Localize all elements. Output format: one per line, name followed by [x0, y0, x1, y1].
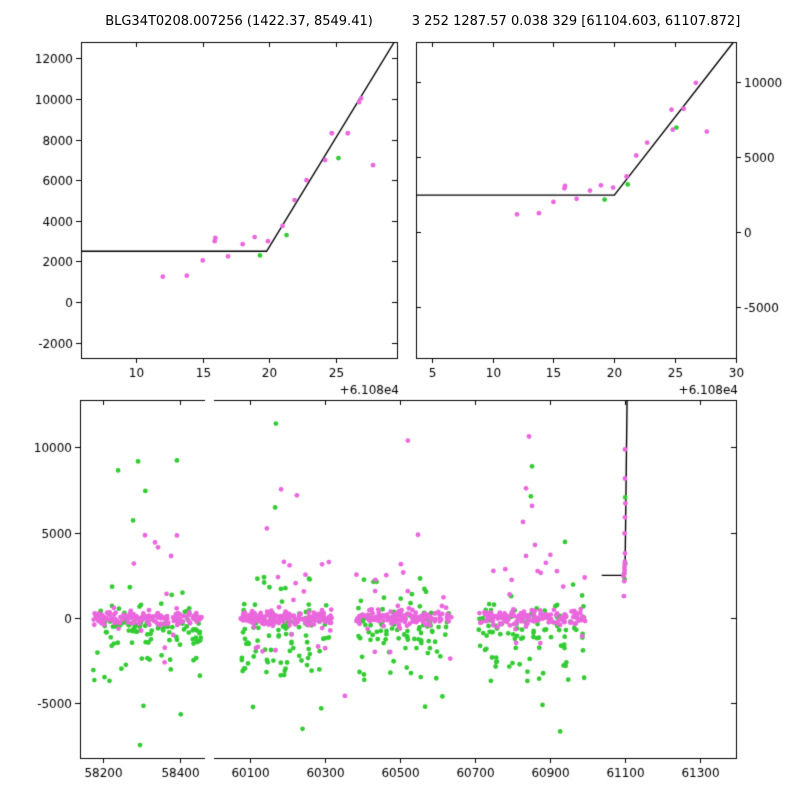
right-panel-title: 3 252 1287.57 0.038 329 [61104.603, 6110…	[411, 14, 741, 29]
left-panel-title: BLG34T0208.007256 (1422.37, 8549.41)	[105, 14, 373, 29]
